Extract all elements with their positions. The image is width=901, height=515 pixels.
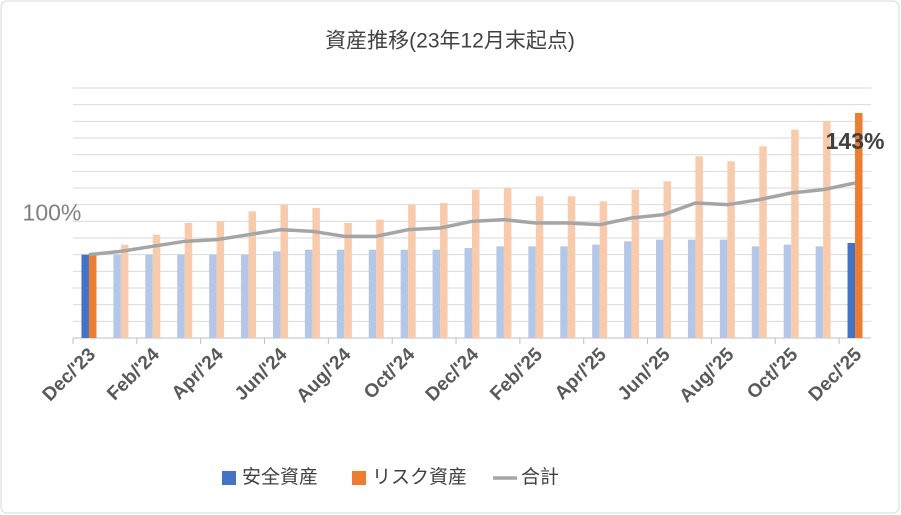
- bar: [783, 244, 792, 338]
- bar: [560, 246, 568, 338]
- bar: [727, 161, 735, 338]
- bar: [567, 196, 576, 338]
- bar: [88, 254, 97, 338]
- bar: [272, 251, 281, 338]
- bar: [472, 189, 480, 338]
- bar: [592, 244, 600, 338]
- bar: [177, 254, 185, 338]
- bar: [496, 246, 504, 338]
- bar: [81, 254, 89, 338]
- bar: [216, 221, 225, 338]
- bar: [368, 249, 377, 338]
- bar: [376, 219, 384, 338]
- bar: [152, 234, 161, 338]
- bar: [184, 223, 193, 338]
- bar: [535, 196, 544, 338]
- bar: [719, 239, 728, 338]
- legend-label: 合計: [521, 466, 559, 488]
- bar: [464, 248, 472, 338]
- bar: [791, 129, 799, 338]
- bar: [751, 246, 760, 338]
- bar: [145, 254, 153, 338]
- bar: [528, 246, 536, 338]
- bar: [599, 201, 608, 338]
- legend-label: 安全資産: [242, 466, 318, 488]
- bar: [687, 239, 696, 338]
- chart-title: 資産推移(23年12月末起点): [325, 30, 575, 53]
- bar: [241, 254, 249, 338]
- bar: [663, 181, 672, 338]
- data-label: 143%: [826, 128, 885, 154]
- bar: [503, 188, 512, 338]
- line: [88, 181, 856, 257]
- bar: [209, 254, 217, 338]
- bar: [248, 211, 257, 338]
- bar: [400, 249, 409, 338]
- bar: [823, 121, 831, 338]
- bar: [656, 239, 664, 338]
- bar: [440, 203, 448, 338]
- bar: [336, 249, 345, 338]
- legend-label: リスク資産: [372, 466, 467, 488]
- bar: [312, 208, 320, 338]
- bar: [408, 204, 416, 338]
- bar: [304, 249, 313, 338]
- legend-swatch: [352, 471, 367, 485]
- bar: [815, 246, 824, 338]
- bar: [280, 204, 288, 338]
- bar: [113, 254, 121, 338]
- bar: [695, 156, 703, 338]
- bar: [759, 146, 767, 338]
- bar: [344, 223, 352, 338]
- bar: [631, 189, 640, 338]
- bar: [847, 243, 856, 338]
- data-label: 100%: [23, 200, 82, 226]
- bar: [120, 244, 129, 338]
- bar: [624, 241, 632, 338]
- bar: [855, 113, 863, 338]
- bar: [432, 249, 441, 338]
- legend-swatch: [222, 471, 236, 485]
